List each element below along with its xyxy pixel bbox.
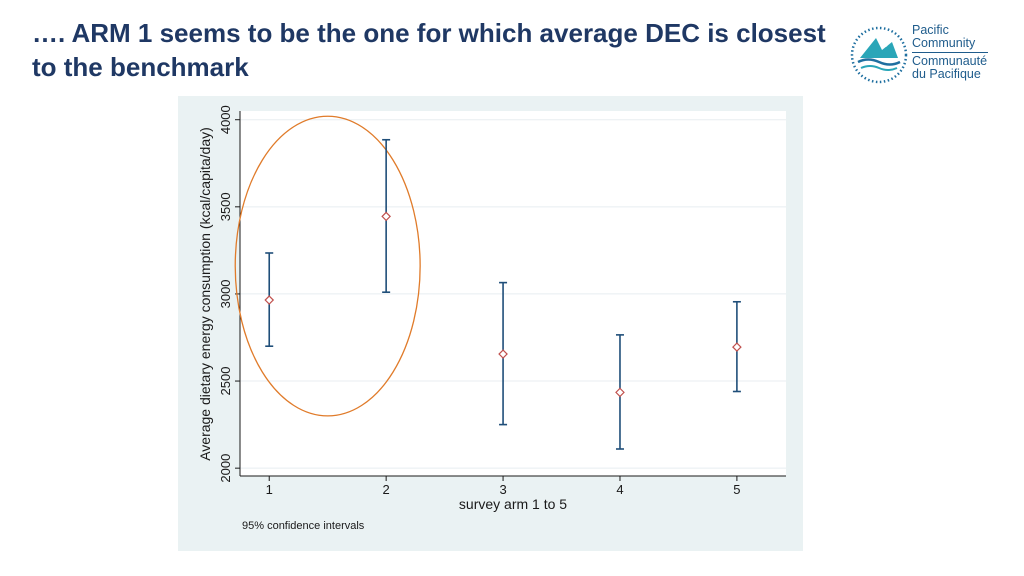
mean-marker-arm-2 bbox=[381, 211, 391, 222]
mean-marker-arm-5 bbox=[732, 342, 742, 352]
confidence-note: 95% confidence intervals bbox=[242, 520, 365, 532]
x-axis-title: survey arm 1 to 5 bbox=[459, 496, 567, 512]
y-tick-label-2000: 2000 bbox=[218, 454, 233, 483]
slide-title: …. ARM 1 seems to be the one for which a… bbox=[32, 18, 826, 82]
x-tick-label-2: 2 bbox=[383, 482, 390, 497]
pacific-community-logo: Pacific Community Communauté du Pacifiqu… bbox=[848, 24, 998, 86]
mean-marker-arm-3 bbox=[498, 349, 508, 359]
y-axis-title: Average dietary energy consumption (kcal… bbox=[197, 127, 213, 461]
dec-by-survey-arm-chart: 2000 2500 3000 3500 4000 1 2 3 4 5 survey arm 1 t… bbox=[197, 105, 786, 532]
mean-markers bbox=[264, 211, 742, 398]
x-tick-label-3: 3 bbox=[499, 482, 506, 497]
logo-divider bbox=[912, 52, 988, 53]
logo-line-communaute: Communauté bbox=[912, 54, 988, 68]
axes bbox=[235, 111, 786, 481]
logo-line-du-pacifique: du Pacifique bbox=[912, 67, 981, 81]
highlight-ellipse bbox=[234, 115, 421, 417]
grid-lines bbox=[240, 119, 786, 469]
pacific-community-emblem-icon bbox=[850, 26, 908, 84]
y-tick-label-4000: 4000 bbox=[218, 105, 233, 134]
x-tick-label-5: 5 bbox=[733, 482, 740, 497]
logo-line-pacific: Pacific bbox=[912, 23, 949, 37]
chart-panel: 2000 2500 3000 3500 4000 1 2 3 4 5 survey arm 1 t… bbox=[178, 96, 803, 551]
mean-marker-arm-1 bbox=[264, 295, 275, 305]
y-tick-label-3000: 3000 bbox=[218, 279, 233, 308]
highlight-layer bbox=[234, 115, 421, 417]
mean-marker-arm-4 bbox=[615, 387, 625, 398]
logo-line-community: Community bbox=[912, 36, 976, 50]
tick-labels: 2000 2500 3000 3500 4000 1 2 3 4 5 bbox=[218, 105, 741, 497]
logo-text: Pacific Community Communauté du Pacifiqu… bbox=[912, 24, 988, 81]
y-tick-label-2500: 2500 bbox=[218, 367, 233, 396]
x-tick-label-1: 1 bbox=[266, 482, 273, 497]
y-tick-label-3500: 3500 bbox=[218, 192, 233, 221]
x-tick-label-4: 4 bbox=[616, 482, 623, 497]
